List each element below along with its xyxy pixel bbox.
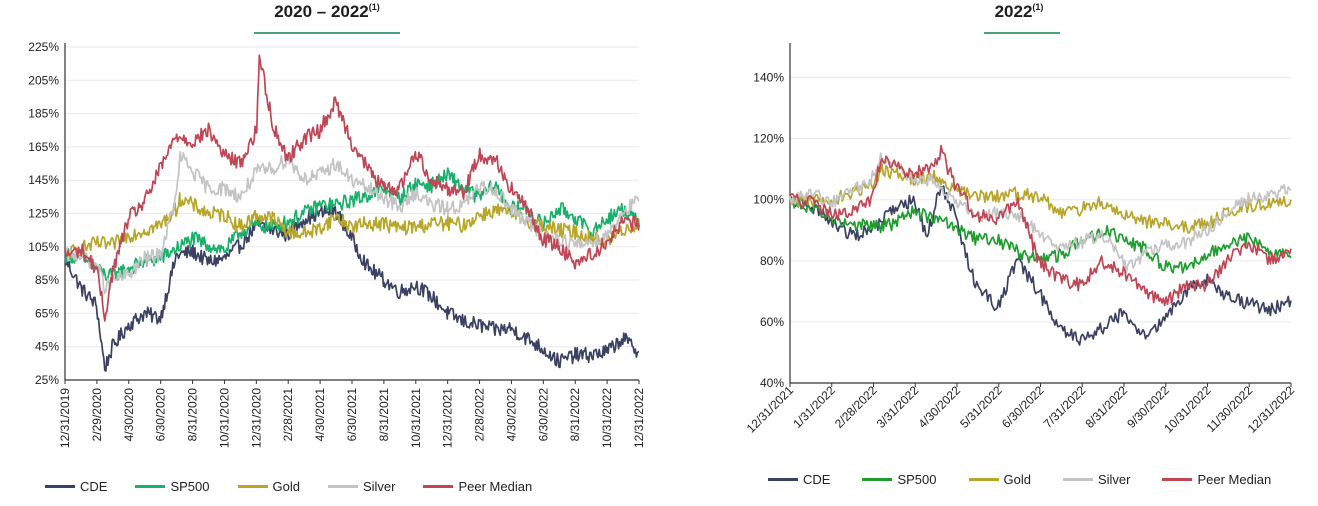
left-chart-svg: 25% 45% 65% 85% 105% 125% 145% 165% 185% 205% 225%… xyxy=(28,40,646,448)
left-y-tick-label: 205% xyxy=(28,73,59,87)
left-y-tick-label: 165% xyxy=(28,140,59,154)
right-legend-item: SP500 xyxy=(862,472,937,487)
left-legend-label: Silver xyxy=(362,479,396,494)
right-x-tick-label: 5/31/2022 xyxy=(957,383,1005,431)
left-y-tick-label: 105% xyxy=(28,240,59,254)
left-chart-panel: 2020 – 2022(1) 25% 45% 65% 85% 105% 125% 145% 1… xyxy=(28,2,646,494)
right-chart-title-footnote: (1) xyxy=(1032,2,1044,12)
left-legend-item: CDE xyxy=(45,479,107,494)
right-legend-swatch xyxy=(862,478,893,481)
left-legend-label: SP500 xyxy=(170,479,210,494)
left-chart-title-text: 2020 – 2022 xyxy=(274,2,369,21)
right-series-line-peer-median xyxy=(789,144,1292,307)
left-x-tick-label: 2/29/2020 xyxy=(90,388,104,442)
right-legend-swatch xyxy=(968,478,999,481)
left-y-tick-label: 45% xyxy=(35,340,59,354)
left-legend-swatch xyxy=(45,485,75,488)
right-legend-swatch xyxy=(1162,478,1193,481)
left-chart-title: 2020 – 2022(1) xyxy=(250,2,404,22)
right-legend-item: Peer Median xyxy=(1162,472,1271,487)
right-x-tick-label: 2/28/2022 xyxy=(832,383,880,431)
right-x-tick-label: 4/30/2022 xyxy=(915,383,963,431)
right-series-line-silver xyxy=(789,152,1292,274)
left-legend-item: SP500 xyxy=(135,479,210,494)
right-chart-legend: CDE SP500 Gold Silver Peer Median xyxy=(768,472,1271,487)
left-legend-label: CDE xyxy=(80,479,108,494)
left-x-tick-label: 6/30/2022 xyxy=(536,388,550,442)
right-legend-item: Silver xyxy=(1062,472,1131,487)
left-x-tick-label: 4/30/2020 xyxy=(122,388,136,442)
right-legend-label: Silver xyxy=(1097,472,1131,487)
left-x-tick-label: 8/31/2020 xyxy=(186,388,200,442)
right-legend-swatch xyxy=(1062,478,1093,481)
right-legend-label: Gold xyxy=(1003,472,1031,487)
left-x-tick-label: 10/31/2020 xyxy=(217,388,231,448)
left-y-tick-label: 145% xyxy=(28,173,59,187)
right-y-tick-label: 60% xyxy=(760,315,784,329)
left-y-tick-label: 185% xyxy=(28,107,59,121)
left-x-tick-label: 12/31/2019 xyxy=(58,388,72,448)
left-x-tick-label: 12/31/2021 xyxy=(441,388,455,448)
left-chart-title-footnote: (1) xyxy=(368,2,380,12)
right-x-tick-label: 8/31/2022 xyxy=(1082,383,1130,431)
left-x-tick-label: 12/31/2020 xyxy=(249,388,263,448)
left-x-tick-label: 10/31/2022 xyxy=(600,388,614,448)
right-y-tick-label: 120% xyxy=(753,132,784,146)
right-y-tick-label: 40% xyxy=(760,376,784,390)
right-chart-panel: 2022(1) 40% 60% 80% 100% 120% 140% 12/31/2021 1… xyxy=(680,0,1318,506)
left-series-line-gold xyxy=(64,191,640,261)
right-chart-title-text: 2022 xyxy=(994,2,1033,21)
left-series-line-cde xyxy=(64,203,640,372)
right-x-tick-label: 7/31/2022 xyxy=(1041,383,1089,431)
right-y-tick-label: 140% xyxy=(753,71,784,85)
left-x-tick-label: 8/31/2021 xyxy=(377,388,391,442)
right-y-tick-label: 80% xyxy=(760,254,784,268)
left-x-tick-label: 4/30/2021 xyxy=(313,388,327,442)
left-series-line-peer-median xyxy=(64,54,640,322)
right-chart-svg: 40% 60% 80% 100% 120% 140% 12/31/20211/31/2022… xyxy=(744,43,1297,436)
right-legend-label: SP500 xyxy=(897,472,937,487)
left-x-tick-label: 6/30/2021 xyxy=(345,388,359,442)
left-x-tick-label: 8/31/2022 xyxy=(568,388,582,442)
left-legend-swatch xyxy=(237,485,268,488)
right-y-tick-label: 100% xyxy=(753,193,784,207)
left-y-tick-label: 65% xyxy=(35,306,59,320)
left-x-tick-label: 4/30/2022 xyxy=(504,388,518,442)
left-x-tick-label: 6/30/2020 xyxy=(154,388,168,442)
right-legend-item: Gold xyxy=(968,472,1031,487)
left-x-tick-label: 12/31/2022 xyxy=(632,388,646,448)
right-legend-swatch xyxy=(768,478,798,481)
right-x-tick-label: 12/31/2021 xyxy=(744,383,797,436)
left-chart-legend: CDE SP500 Gold Silver Peer Median xyxy=(45,479,532,494)
left-legend-item: Silver xyxy=(327,479,396,494)
left-y-tick-label: 125% xyxy=(28,207,59,221)
left-legend-swatch xyxy=(423,485,454,488)
right-series-line-gold xyxy=(789,163,1292,234)
left-y-tick-label: 225% xyxy=(28,40,59,54)
right-x-tick-label: 3/31/2022 xyxy=(874,383,922,431)
right-legend-item: CDE xyxy=(768,472,830,487)
left-x-tick-label: 2/28/2021 xyxy=(281,388,295,442)
left-legend-swatch xyxy=(327,485,358,488)
right-title-underline xyxy=(984,32,1060,34)
left-legend-label: Gold xyxy=(272,479,300,494)
left-y-tick-label: 85% xyxy=(35,273,59,287)
left-y-tick-label: 25% xyxy=(35,373,59,387)
right-chart-title: 2022(1) xyxy=(977,2,1061,22)
left-title-underline xyxy=(254,32,400,34)
right-x-tick-label: 6/30/2022 xyxy=(999,383,1047,431)
left-x-tick-label: 10/31/2021 xyxy=(409,388,423,448)
right-x-tick-label: 1/31/2022 xyxy=(790,383,838,431)
right-legend-label: Peer Median xyxy=(1197,472,1272,487)
left-x-tick-label: 2/28/2022 xyxy=(473,388,487,442)
left-series-line-sp500 xyxy=(64,167,640,282)
left-legend-item: Gold xyxy=(237,479,300,494)
left-legend-swatch xyxy=(135,485,166,488)
right-legend-label: CDE xyxy=(803,472,831,487)
left-legend-item: Peer Median xyxy=(423,479,532,494)
left-legend-label: Peer Median xyxy=(458,479,533,494)
